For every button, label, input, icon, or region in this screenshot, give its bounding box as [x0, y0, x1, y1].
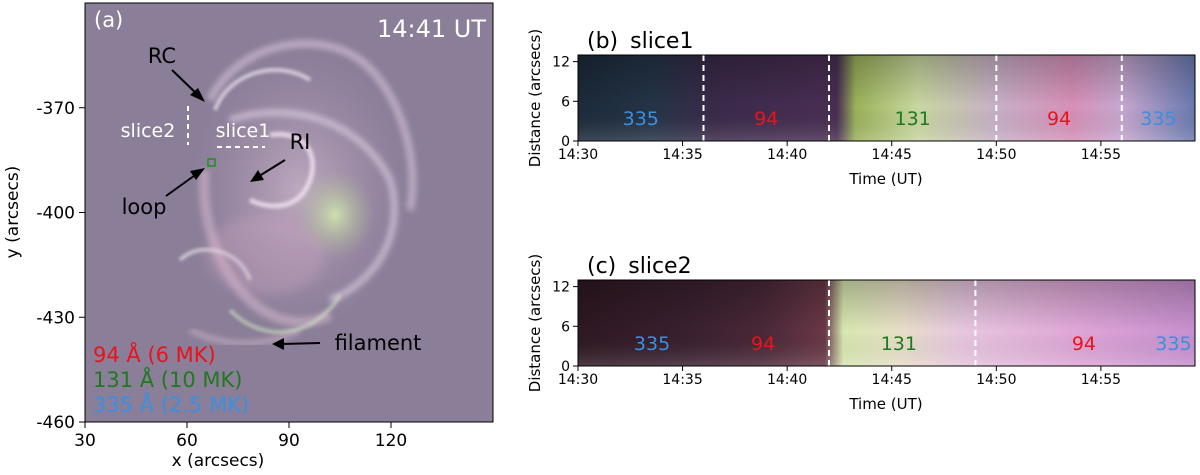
panel-a-image: [85, 3, 493, 422]
arrow-rc-head: [190, 88, 205, 102]
arrow-loop: [165, 172, 199, 197]
panel-c-segment-labels: 335 94 131 94 335: [634, 333, 1192, 355]
segment-label-1-2: 131: [895, 108, 931, 130]
panel-a-axes: 30 60 90 120 -460 -430 -400 -370: [36, 99, 407, 451]
panel-a: (a) 14:41 UT RC slice2 slice1 RI loop fi…: [3, 2, 494, 471]
panel-c-xlabel: Time (UT): [848, 395, 922, 413]
y-tick-label-2-1: 6: [561, 319, 570, 335]
panel-c-ylabel: Distance (arcsecs): [526, 254, 544, 392]
panel-a-time: 14:41 UT: [377, 15, 486, 43]
y-tick-label-2-2: 12: [552, 280, 570, 296]
y-tick-label-1-1: 6: [561, 94, 570, 110]
segment-label-1-3: 94: [1047, 108, 1071, 130]
arrow-filament-head: [272, 338, 284, 350]
legend-131: 131 Å (10 MK): [93, 366, 242, 392]
label-slice1: slice1: [216, 120, 271, 142]
segment-label-2-2: 131: [881, 333, 917, 355]
segment-label-2-3: 94: [1072, 333, 1096, 355]
x-tick-label-2-2: 14:40: [767, 372, 807, 388]
x-tick-label-a-0: 30: [74, 431, 96, 451]
segment-label-1-4: 335: [1140, 108, 1176, 130]
y-tick-label-a-2: -400: [36, 204, 75, 224]
outer-arc: [206, 39, 417, 211]
legend-94: 94 Å (6 MK): [93, 341, 216, 367]
x-tick-label-2-0: 14:30: [558, 372, 598, 388]
x-tick-label-1-2: 14:40: [767, 147, 807, 163]
panel-c-label: (c) slice2: [587, 254, 692, 279]
x-tick-label-a-2: 90: [278, 431, 300, 451]
y-tick-label-a-0: -460: [36, 413, 75, 433]
panel-b-shade: [578, 55, 1195, 141]
label-loop: loop: [122, 195, 167, 219]
panel-b-frame: [577, 54, 1196, 142]
arrow-ri-head: [250, 170, 264, 182]
label-ri: RI: [290, 130, 311, 154]
loop-box: [207, 158, 216, 167]
inner-arc: [248, 131, 316, 209]
x-tick-label-1-1: 14:35: [662, 147, 702, 163]
panel-b-axes: 14:30 14:35 14:40 14:45 14:50 14:55 0 6 12: [552, 55, 1121, 163]
label-rc: RC: [148, 44, 176, 68]
x-tick-label-1-3: 14:45: [872, 147, 912, 163]
segment-label-2-0: 335: [634, 333, 670, 355]
y-tick-label-a-1: -430: [36, 308, 75, 328]
panel-b-label: (b) slice1: [587, 29, 693, 54]
y-tick-label-2-0: 0: [561, 359, 570, 375]
lower-strand: [188, 327, 302, 346]
panel-a-xlabel: x (arcsecs): [172, 451, 265, 471]
x-tick-label-2-5: 14:55: [1081, 372, 1121, 388]
x-tick-label-2-4: 14:50: [976, 372, 1016, 388]
x-tick-label-2-1: 14:35: [662, 372, 702, 388]
segment-label-2-1: 94: [751, 333, 775, 355]
core-glow: [205, 215, 325, 295]
panel-c-frame: [577, 279, 1196, 367]
segment-label-1-0: 335: [623, 108, 659, 130]
x-tick-label-1-5: 14:55: [1081, 147, 1121, 163]
label-slice2: slice2: [121, 120, 176, 142]
legend-335: 335 Å (2.5 MK): [93, 391, 249, 417]
arrow-filament: [281, 342, 321, 345]
segment-label-2-4: 335: [1155, 333, 1191, 355]
x-tick-label-2-3: 14:45: [872, 372, 912, 388]
filament-strand: [228, 294, 342, 335]
panel-a-ylabel: y (arcsecs): [3, 166, 23, 259]
panel-c-axes: 14:30 14:35 14:40 14:45 14:50 14:55 0 6 12: [552, 280, 1121, 388]
x-tick-label-a-1: 60: [176, 431, 198, 451]
label-filament: filament: [335, 331, 422, 355]
upper-arc: [213, 68, 312, 111]
middle-arc: [228, 109, 398, 304]
panel-b: 335 94 131 94 335 (b) slice1 14:30 14:35 14:40 1…: [526, 29, 1196, 188]
y-tick-label-1-0: 0: [561, 134, 570, 150]
x-tick-label-1-4: 14:50: [976, 147, 1016, 163]
arrow-loop-head: [190, 168, 205, 180]
segment-label-1-1: 94: [754, 108, 778, 130]
panel-c: 335 94 131 94 335 (c) slice2 14:30 14:35 14:40 1…: [526, 254, 1196, 413]
panel-b-segment-labels: 335 94 131 94 335: [623, 108, 1177, 130]
y-tick-label-1-2: 12: [552, 55, 570, 71]
panel-c-boundaries: [827, 280, 977, 366]
panel-a-label: (a): [94, 8, 123, 32]
panel-b-ylabel: Distance (arcsecs): [526, 29, 544, 167]
y-tick-label-a-3: -370: [36, 99, 75, 119]
panel-b-xlabel: Time (UT): [848, 170, 922, 188]
x-tick-label-1-0: 14:30: [558, 147, 598, 163]
panel-c-shade: [578, 280, 1195, 366]
panel-b-boundaries: [702, 55, 1123, 141]
x-tick-label-a-3: 120: [375, 431, 407, 451]
